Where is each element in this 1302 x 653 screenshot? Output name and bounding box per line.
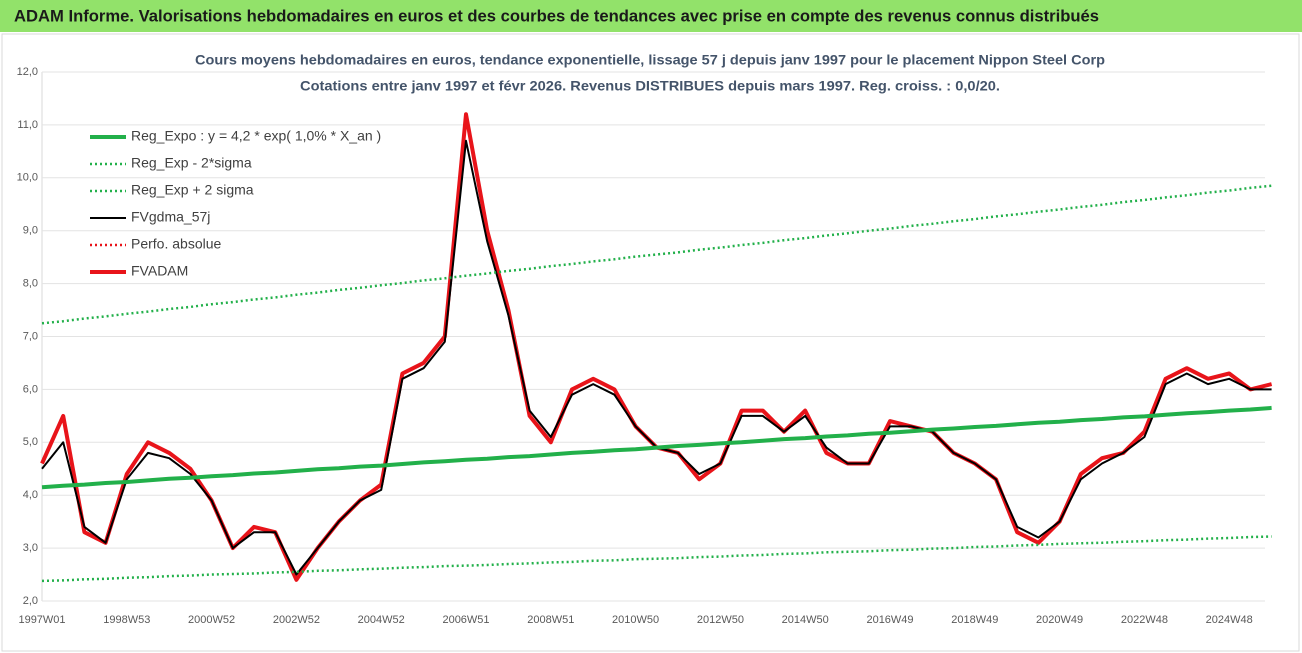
y-tick-label: 12,0 — [17, 66, 38, 78]
y-tick-label: 9,0 — [23, 225, 38, 237]
y-tick-label: 6,0 — [23, 383, 38, 395]
x-tick-label: 2016W49 — [866, 614, 913, 626]
y-tick-label: 11,0 — [17, 119, 38, 131]
y-tick-label: 5,0 — [23, 436, 38, 448]
y-tick-label: 2,0 — [23, 595, 38, 607]
x-tick-label: 2006W51 — [442, 614, 489, 626]
y-tick-label: 8,0 — [23, 278, 38, 290]
chart-subtitle: Cotations entre janv 1997 et févr 2026. … — [300, 78, 1000, 94]
x-tick-label: 2008W51 — [527, 614, 574, 626]
series-line — [41, 405, 1272, 490]
x-tick-label: 2024W48 — [1206, 614, 1253, 626]
x-tick-label: 2012W50 — [697, 614, 744, 626]
y-tick-label: 4,0 — [23, 489, 38, 501]
chart-frame — [1, 33, 1300, 652]
chart-title: Cours moyens hebdomadaires en euros, ten… — [195, 52, 1105, 68]
legend-label: Reg_Exp - 2*sigma — [131, 155, 252, 171]
x-tick-label: 2020W49 — [1036, 614, 1083, 626]
x-tick-label: 2022W48 — [1121, 614, 1168, 626]
x-tick-label: 1998W53 — [103, 614, 150, 626]
x-tick-label: 2018W49 — [951, 614, 998, 626]
x-tick-label: 2004W52 — [358, 614, 405, 626]
y-tick-label: 10,0 — [17, 172, 38, 184]
header-title: ADAM Informe. Valorisations hebdomadaire… — [14, 6, 1099, 25]
x-tick-label: 2002W52 — [273, 614, 320, 626]
y-tick-label: 3,0 — [23, 542, 38, 554]
legend-label: FVgdma_57j — [131, 209, 210, 225]
legend-label: FVADAM — [131, 263, 188, 279]
header-bar — [0, 0, 1302, 32]
y-tick-label: 7,0 — [23, 330, 38, 342]
legend-label: Reg_Exp + 2 sigma — [131, 182, 254, 198]
legend-label: Perfo. absolue — [131, 236, 221, 252]
legend-label: Reg_Expo : y = 4,2 * exp( 1,0% * X_an ) — [131, 128, 381, 144]
x-tick-label: 2010W50 — [612, 614, 659, 626]
x-tick-label: 1997W01 — [18, 614, 65, 626]
x-tick-label: 2000W52 — [188, 614, 235, 626]
series-line — [41, 535, 1272, 583]
x-tick-label: 2014W50 — [782, 614, 829, 626]
series-line — [41, 184, 1272, 325]
